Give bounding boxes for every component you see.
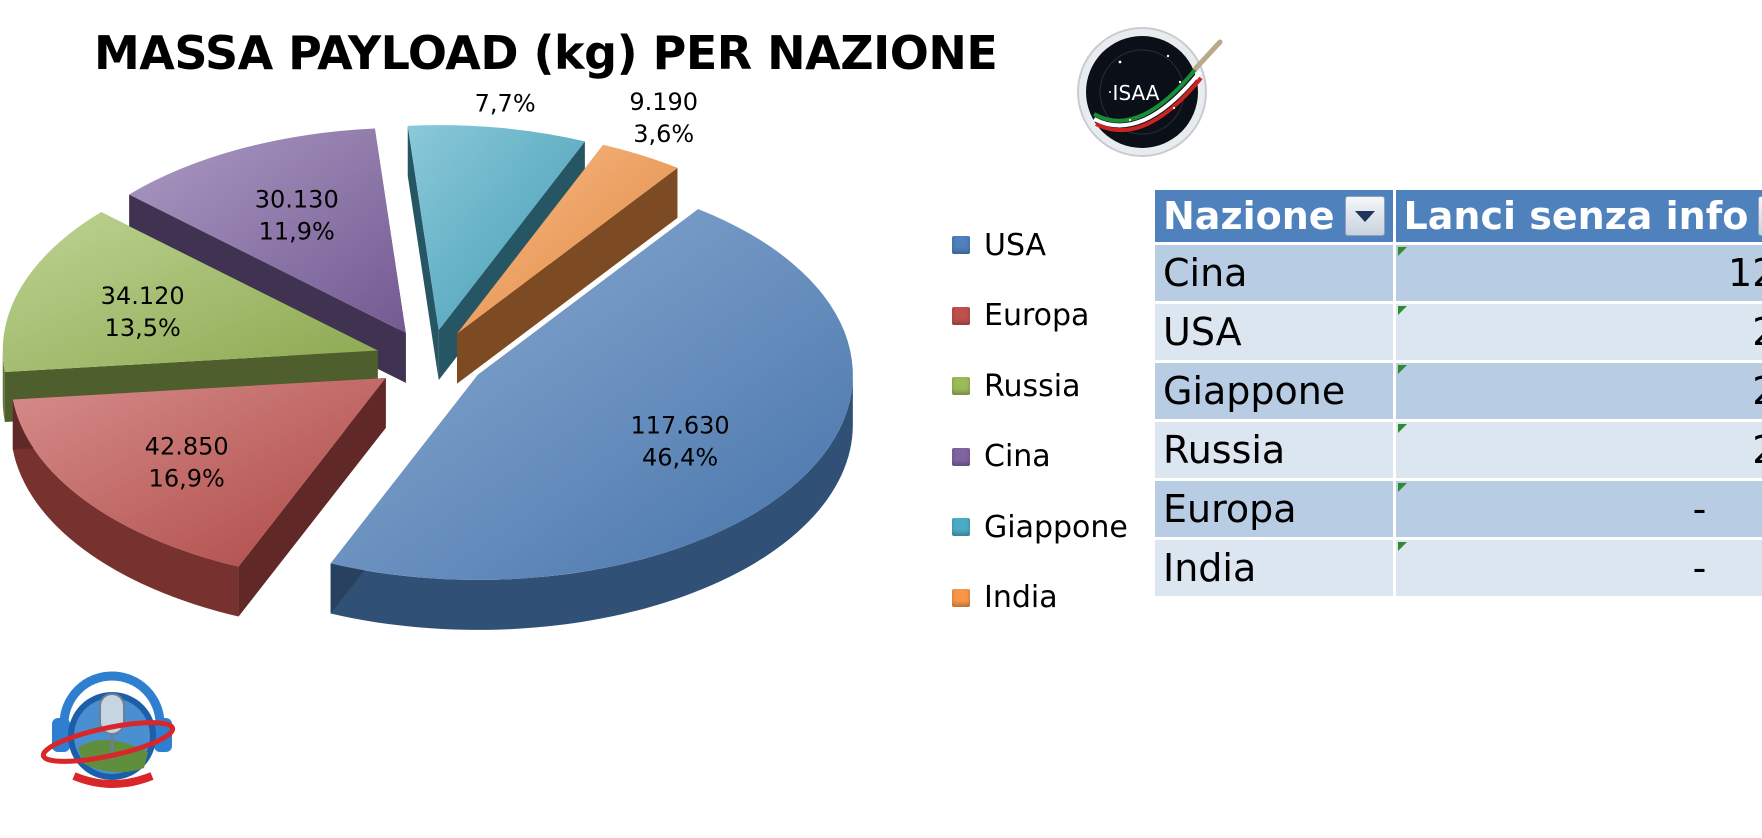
legend-item-india: India: [952, 563, 1128, 634]
data-label-value-india: 9.190: [629, 90, 698, 116]
table-cell-lanci[interactable]: -: [1394, 537, 1762, 596]
table-cell-nazione[interactable]: Giappone: [1155, 360, 1396, 421]
legend-swatch-russia: [952, 377, 970, 396]
table-cell-lanci-value: -: [1692, 546, 1707, 590]
table-cell-nazione[interactable]: Europa: [1155, 478, 1396, 539]
data-label-value-russia: 34.120: [101, 282, 185, 310]
data-label-value-europa: 42.850: [145, 432, 229, 460]
table-cell-nazione[interactable]: Russia: [1155, 419, 1396, 480]
pie-slice-europa: [12, 377, 386, 617]
table-cell-lanci[interactable]: 2: [1394, 360, 1762, 421]
pie-slice-face: [407, 125, 439, 381]
sort-filter-icon[interactable]: [1758, 196, 1762, 236]
data-label-percent-russia: 13,5%: [105, 314, 181, 342]
legend-swatch-giappone: [952, 518, 970, 537]
legend-item-russia: Russia: [952, 351, 1128, 422]
legend-label-giappone: Giappone: [984, 509, 1128, 545]
legend-item-cina: Cina: [952, 422, 1128, 493]
table-row: India -: [1155, 537, 1762, 596]
legend-label-usa: USA: [984, 227, 1047, 263]
data-label-percent-europa: 16,9%: [149, 464, 225, 492]
table-cell-lanci-value: 2: [1752, 310, 1762, 354]
error-indicator-icon: [1397, 306, 1407, 315]
table-row: Russia 2: [1155, 419, 1762, 480]
table-row: Cina 12: [1155, 242, 1762, 303]
data-label-value-cina: 30.130: [255, 185, 339, 213]
data-label-percent-cina: 11,9%: [259, 217, 335, 245]
pie-slice-top: [407, 125, 585, 331]
chart-legend: USA Europa Russia Cina Giappone India: [952, 210, 1128, 633]
error-indicator-icon: [1397, 483, 1407, 492]
legend-item-usa: USA: [952, 210, 1128, 281]
legend-swatch-europa: [952, 306, 970, 325]
pie-slice-top: [457, 144, 678, 334]
pie-slice-usa: [330, 209, 853, 630]
legend-label-europa: Europa: [984, 298, 1090, 334]
legend-item-europa: Europa: [952, 281, 1128, 352]
table-cell-lanci[interactable]: -: [1394, 478, 1762, 539]
table-cell-nazione[interactable]: USA: [1155, 301, 1396, 362]
data-label-value-usa: 117.630: [630, 412, 729, 440]
table-cell-lanci-value: 12: [1728, 251, 1762, 295]
legend-label-cina: Cina: [984, 439, 1051, 475]
data-label-percent-giappone: 7,7%: [475, 90, 536, 117]
pie-slice-face: [457, 167, 678, 384]
legend-label-india: India: [984, 580, 1058, 616]
table-row: Europa -: [1155, 478, 1762, 539]
pie-slice-top: [12, 377, 386, 567]
pie-slice-wall: [2, 350, 5, 423]
data-label-percent-usa: 46,4%: [642, 444, 718, 472]
pie-slice-wall: [330, 374, 853, 630]
table-cell-lanci[interactable]: 2: [1394, 301, 1762, 362]
legend-item-giappone: Giappone: [952, 492, 1128, 563]
pie-slice-wall: [12, 399, 239, 617]
error-indicator-icon: [1397, 365, 1407, 374]
chart-title: MASSA PAYLOAD (kg) PER NAZIONE: [94, 26, 998, 80]
table-cell-lanci[interactable]: 12: [1394, 242, 1762, 303]
table-cell-lanci[interactable]: 2: [1394, 419, 1762, 480]
table-cell-nazione[interactable]: Cina: [1155, 242, 1396, 303]
pie-slice-face: [238, 377, 386, 617]
legend-label-russia: Russia: [984, 368, 1081, 404]
header-nazione: Nazione: [1155, 190, 1396, 244]
table-header-row: Nazione Lanci senza info: [1155, 190, 1762, 244]
header-lanci: Lanci senza info: [1394, 190, 1762, 244]
header-nazione-label: Nazione: [1163, 194, 1335, 238]
table-row: Giappone 2: [1155, 360, 1762, 421]
isaa-logo-text: ISAA: [1113, 81, 1160, 105]
pie-slice-top: [2, 212, 378, 373]
table-cell-lanci-value: 2: [1752, 428, 1762, 472]
header-lanci-label: Lanci senza info: [1403, 194, 1749, 238]
table-row: USA 2: [1155, 301, 1762, 362]
filter-dropdown-icon[interactable]: [1344, 196, 1385, 236]
astronauticast-logo: [40, 671, 176, 788]
legend-swatch-cina: [952, 447, 970, 466]
error-indicator-icon: [1397, 424, 1407, 433]
table-cell-lanci-value: 2: [1752, 369, 1762, 413]
pie-slice-india: [457, 144, 678, 384]
isaa-logo: ISAA: [1077, 27, 1223, 157]
table-cell-lanci-value: -: [1692, 487, 1707, 531]
error-indicator-icon: [1397, 542, 1407, 551]
legend-swatch-india: [952, 588, 970, 607]
pie-slice-top: [330, 209, 853, 580]
legend-swatch-usa: [952, 236, 970, 255]
table-cell-nazione[interactable]: India: [1155, 537, 1396, 596]
pie-slice-top: [129, 128, 406, 333]
launches-table: Nazione Lanci senza info Cina 12 USA 2 G…: [1155, 190, 1762, 596]
data-label-percent-india: 3,6%: [633, 120, 694, 148]
pie-chart: 117.630 46,4% 42.850 16,9% 34.120 13,5% 30.130…: [2, 90, 853, 630]
error-indicator-icon: [1397, 247, 1407, 256]
